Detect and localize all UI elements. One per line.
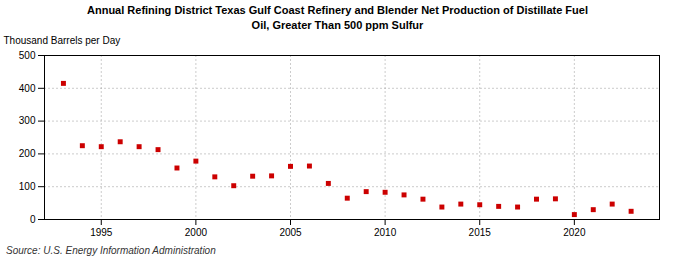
svg-text:200: 200 (19, 148, 36, 159)
svg-text:2020: 2020 (563, 226, 586, 237)
svg-text:0: 0 (30, 213, 36, 224)
svg-text:300: 300 (19, 115, 36, 126)
svg-text:1995: 1995 (90, 226, 113, 237)
svg-text:2010: 2010 (374, 226, 397, 237)
svg-text:400: 400 (19, 82, 36, 93)
html-text:Source: U.S. Energy Informatio: Source: U.S. Energy Information Administ… (6, 244, 216, 256)
svg-text:100: 100 (19, 181, 36, 192)
svg-text:2005: 2005 (279, 226, 302, 237)
html-text:Oil, Greater Than 500 ppm Sulf: Oil, Greater Than 500 ppm Sulfur (251, 18, 424, 31)
svg-text:2000: 2000 (185, 226, 208, 237)
svg-text:Thousand Barrels per Day: Thousand Barrels per Day (4, 34, 121, 45)
svg-text:500: 500 (19, 49, 36, 60)
svg-text:2015: 2015 (469, 226, 492, 237)
html-text:Annual Refining District Texas: Annual Refining District Texas Gulf Coas… (87, 4, 588, 16)
